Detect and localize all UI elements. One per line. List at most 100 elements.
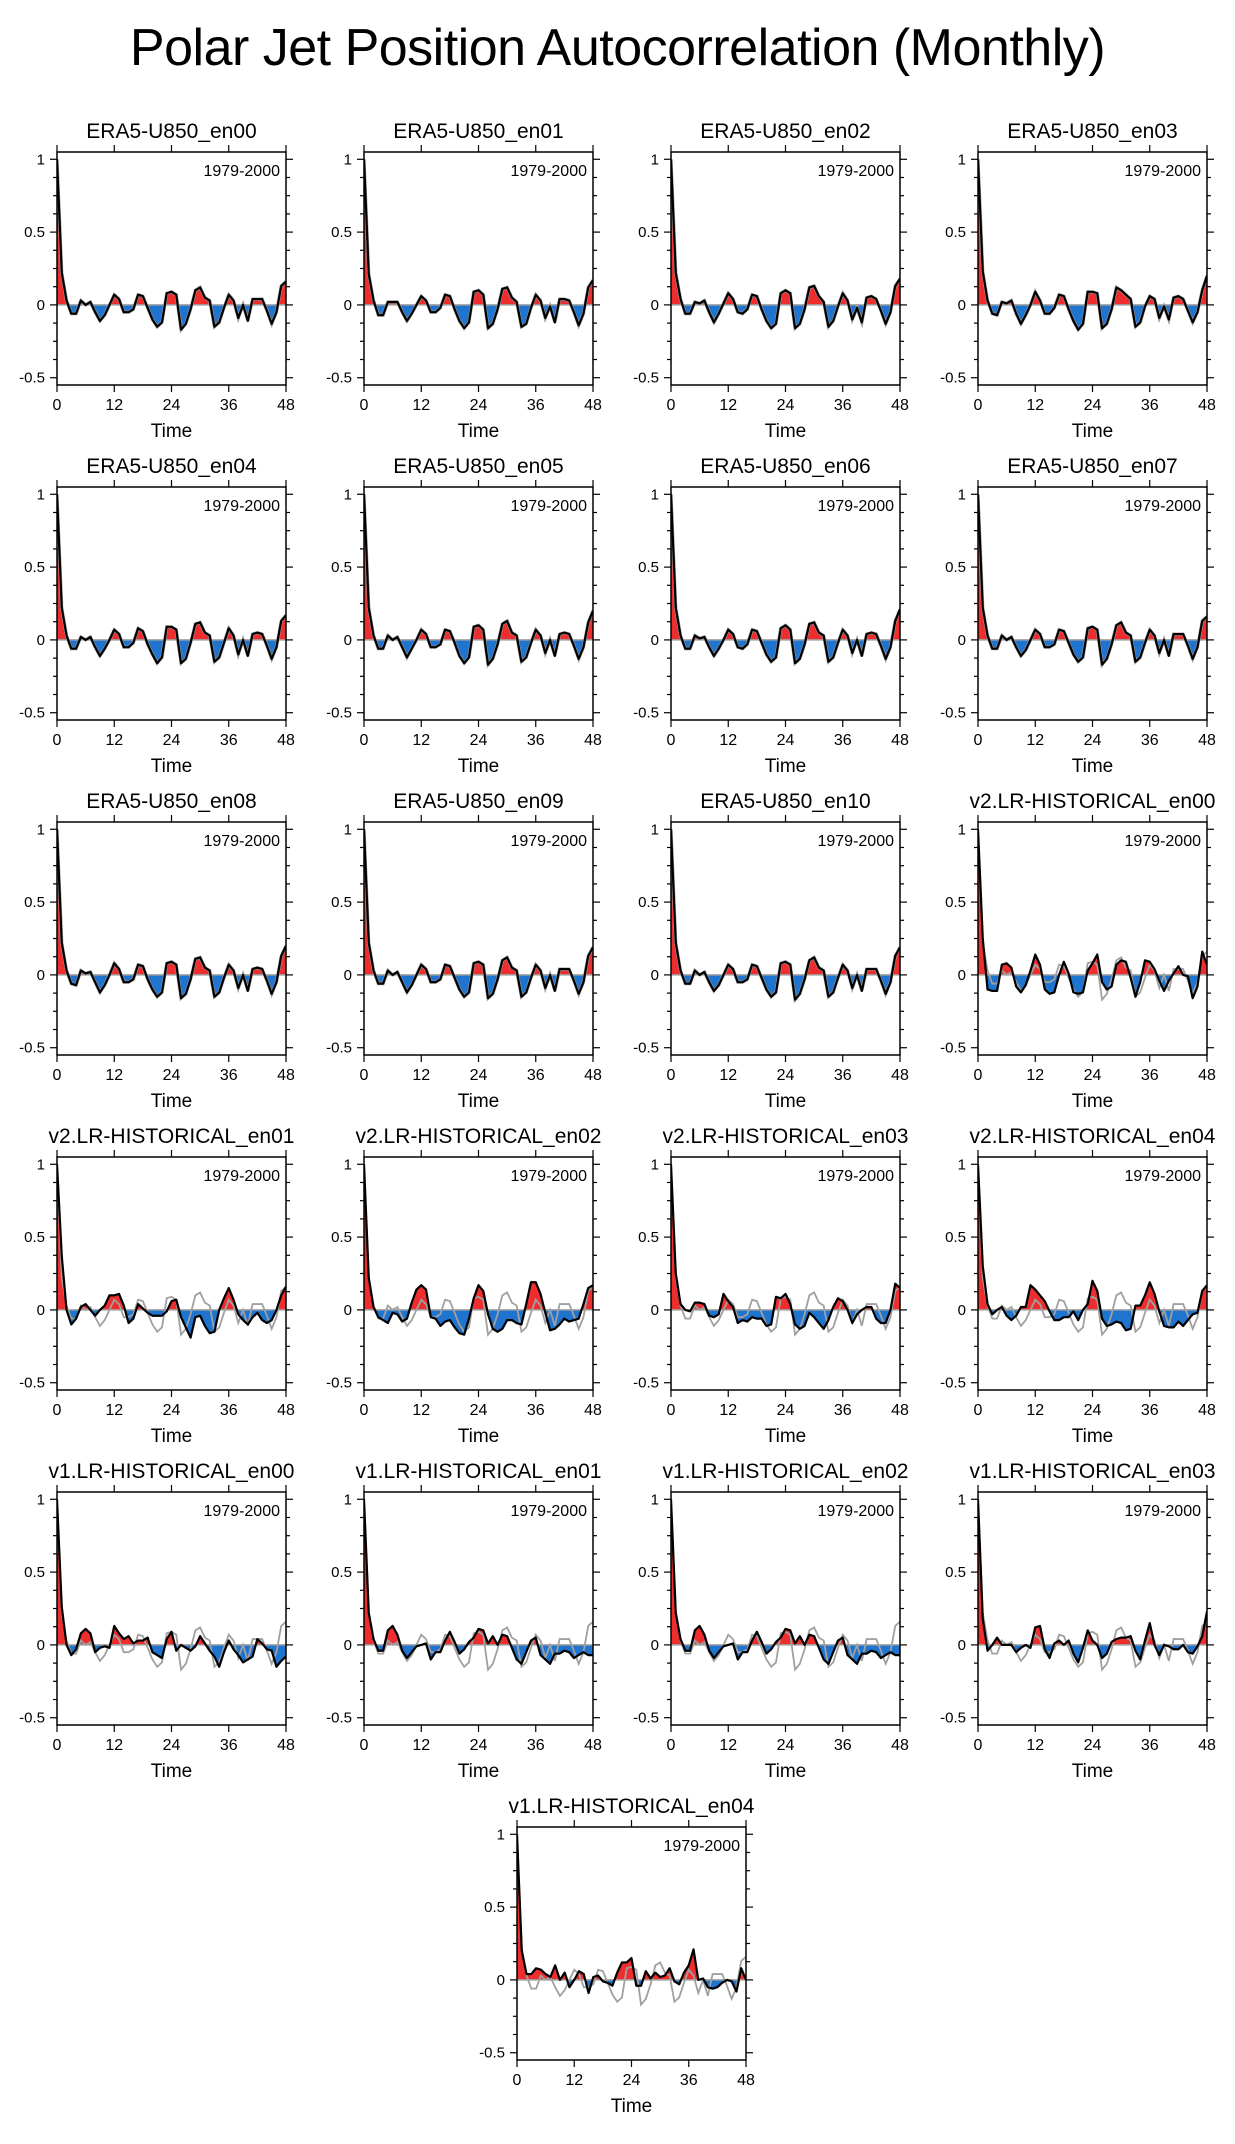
y-tick-label: 1	[958, 1156, 966, 1173]
x-axis-label: Time	[611, 2096, 653, 2117]
plot-frame	[670, 151, 901, 386]
panel-v1.LR-HISTORICAL_en01: 0 12 24 36 48 -0.5 0 0.5 1v1.LR-HISTORICAL_en01 1…	[326, 1460, 602, 1782]
x-tick-label: 48	[891, 1402, 909, 1419]
period-annotation: 1979-2000	[1124, 498, 1201, 515]
series-line	[978, 829, 1207, 1000]
x-tick-label: 12	[412, 732, 430, 749]
period-annotation: 1979-2000	[510, 163, 587, 180]
plot-frame	[670, 1156, 901, 1391]
x-tick-label: 24	[163, 1737, 181, 1754]
y-tick-label: 0	[37, 1302, 45, 1319]
x-axis-label: Time	[1072, 1426, 1114, 1447]
panel-v2.LR-HISTORICAL_en01: 0 12 24 36 48 -0.5 0 0.5 1v2.LR-HISTORICAL_en01 1…	[19, 1125, 295, 1447]
x-tick-label: 36	[1141, 732, 1159, 749]
y-tick-label: 0	[344, 1302, 352, 1319]
panel-ERA5-U850_en10: 0 12 24 36 48 -0.5 0 0.5 1 ERA5-U850_en10 1979-200…	[633, 790, 909, 1112]
y-tick-label: -0.5	[326, 1375, 352, 1392]
plot-frame	[363, 486, 594, 721]
panel-ERA5-U850_en04: 0 12 24 36 48 -0.5 0 0.5 1 ERA5-U850_en04 1979-200…	[19, 455, 295, 777]
plot-frame	[977, 1156, 1208, 1391]
y-tick-label: 0.5	[484, 1899, 505, 1916]
plot-frame	[56, 1156, 287, 1391]
x-tick-label: 24	[470, 732, 488, 749]
y-tick-label: 0.5	[331, 1564, 352, 1581]
x-tick-label: 24	[163, 397, 181, 414]
x-tick-label: 0	[53, 1402, 62, 1419]
x-tick-label: 24	[470, 1067, 488, 1084]
panel-title: ERA5-U850_en10	[700, 790, 870, 813]
x-tick-label: 12	[565, 2072, 583, 2089]
x-tick-label: 24	[777, 397, 795, 414]
x-tick-label: 36	[834, 1067, 852, 1084]
plot-frame	[56, 151, 287, 386]
series-line	[57, 829, 286, 1000]
x-tick-label: 36	[527, 732, 545, 749]
period-annotation: 1979-2000	[203, 1168, 280, 1185]
x-tick-label: 36	[220, 1402, 238, 1419]
panel-v1.LR-HISTORICAL_en03: 0 12 24 36 48 -0.5 0 0.5 1v1.LR-HISTORICAL_en03 1…	[940, 1460, 1216, 1782]
negative-area	[978, 1309, 1207, 1331]
period-annotation: 1979-2000	[203, 833, 280, 850]
x-tick-label: 24	[1084, 1402, 1102, 1419]
panel-title: v2.LR-HISTORICAL_en01	[49, 1125, 295, 1148]
negative-area	[978, 1644, 1207, 1663]
x-tick-label: 48	[891, 1737, 909, 1754]
x-tick-label: 0	[667, 1737, 676, 1754]
y-tick-label: -0.5	[940, 705, 966, 722]
panel-ERA5-U850_en09: 0 12 24 36 48 -0.5 0 0.5 1 ERA5-U850_en09 1979-200…	[326, 790, 602, 1112]
x-tick-label: 36	[1141, 397, 1159, 414]
x-tick-label: 0	[667, 1402, 676, 1419]
plot-frame	[977, 821, 1208, 1056]
x-tick-label: 12	[719, 397, 737, 414]
x-tick-label: 12	[719, 732, 737, 749]
y-tick-label: 0	[37, 297, 45, 314]
period-annotation: 1979-2000	[817, 163, 894, 180]
y-tick-label: 0.5	[331, 224, 352, 241]
x-tick-label: 12	[412, 1067, 430, 1084]
series-line	[978, 1499, 1207, 1664]
plot-frame	[56, 1491, 287, 1726]
x-tick-label: 0	[974, 732, 983, 749]
y-tick-label: 1	[958, 151, 966, 168]
x-tick-label: 24	[777, 1737, 795, 1754]
x-tick-label: 36	[220, 1067, 238, 1084]
x-axis-label: Time	[1072, 1761, 1114, 1782]
y-tick-label: 1	[651, 486, 659, 503]
x-tick-label: 36	[1141, 1067, 1159, 1084]
y-tick-label: 0.5	[638, 224, 659, 241]
y-tick-label: 0.5	[638, 559, 659, 576]
x-tick-label: 48	[277, 397, 295, 414]
x-axis-label: Time	[765, 1091, 807, 1112]
y-tick-label: 1	[344, 1491, 352, 1508]
plot-frame	[56, 486, 287, 721]
panel-title: ERA5-U850_en07	[1007, 455, 1177, 478]
x-tick-label: 48	[277, 1737, 295, 1754]
panel-title: ERA5-U850_en03	[1007, 120, 1177, 143]
y-tick-label: 0	[344, 297, 352, 314]
panel-title: v1.LR-HISTORICAL_en01	[356, 1460, 602, 1483]
y-tick-label: 0.5	[638, 1564, 659, 1581]
period-annotation: 1979-2000	[203, 1503, 280, 1520]
x-tick-label: 48	[1198, 732, 1216, 749]
x-tick-label: 12	[412, 1402, 430, 1419]
y-tick-label: 0.5	[945, 894, 966, 911]
x-tick-label: 36	[1141, 1737, 1159, 1754]
y-tick-label: 1	[344, 821, 352, 838]
figure-title: Polar Jet Position Autocorrelation (Mont…	[129, 19, 1106, 77]
period-annotation: 1979-2000	[1124, 1168, 1201, 1185]
x-tick-label: 48	[584, 1067, 602, 1084]
panel-title: v1.LR-HISTORICAL_en04	[509, 1795, 755, 1818]
y-tick-label: 1	[651, 1491, 659, 1508]
plot-frame	[516, 1826, 747, 2061]
period-annotation: 1979-2000	[817, 498, 894, 515]
x-tick-label: 12	[105, 732, 123, 749]
x-tick-label: 0	[53, 1067, 62, 1084]
x-tick-label: 24	[163, 1067, 181, 1084]
period-annotation: 1979-2000	[1124, 1503, 1201, 1520]
series-line	[671, 829, 900, 1001]
period-annotation: 1979-2000	[203, 163, 280, 180]
y-tick-label: -0.5	[940, 1375, 966, 1392]
plot-frame	[363, 1156, 594, 1391]
y-tick-label: 0	[651, 632, 659, 649]
x-tick-label: 12	[105, 397, 123, 414]
